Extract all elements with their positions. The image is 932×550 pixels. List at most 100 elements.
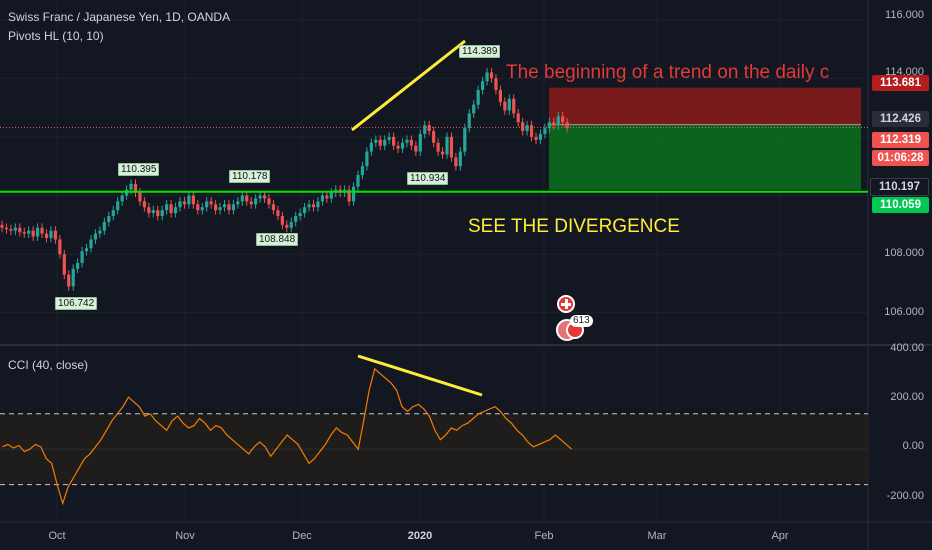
candle-body (49, 230, 53, 239)
cci-line (2, 367, 573, 506)
time-tick: Nov (175, 530, 195, 542)
time-tick: 2020 (407, 530, 433, 542)
candle-body (543, 128, 547, 134)
candle-body (507, 98, 511, 111)
time-tick: Oct (48, 530, 66, 542)
candle-body (249, 201, 253, 205)
candle-body (227, 204, 231, 211)
candle-body (214, 204, 218, 211)
entry-price-badge: 112.426 (872, 111, 929, 127)
event-plus-icon[interactable] (557, 295, 575, 313)
candle-body (449, 136, 454, 158)
candle-body (369, 142, 373, 152)
candle-body (173, 207, 178, 214)
candle-body (116, 201, 120, 211)
candle-body (325, 195, 329, 199)
candle-body (467, 113, 471, 129)
candle-body (440, 151, 445, 155)
symbol-title: Swiss Franc / Japanese Yen, 1D, OANDA (8, 10, 231, 24)
candle-body (245, 195, 249, 202)
candle-body (280, 216, 284, 225)
candle-body (218, 207, 222, 211)
indicator-pivots-label[interactable]: Pivots HL (10, 10) (8, 29, 104, 43)
candle-body (351, 186, 356, 202)
candle-body (27, 230, 31, 234)
time-tick: Apr (771, 530, 789, 542)
candle-body (316, 201, 320, 208)
candle-body (67, 274, 71, 287)
target-price-badge: 113.681 (872, 75, 929, 91)
candle-body (400, 142, 405, 149)
candle-body (365, 151, 369, 167)
candle-body (129, 183, 133, 190)
candle-body (151, 210, 155, 214)
candle-body (418, 133, 422, 152)
candle-body (512, 98, 516, 114)
candle-body (521, 122, 525, 132)
candle-body (142, 201, 146, 208)
price-trendline (351, 39, 466, 132)
candle-body (454, 157, 458, 167)
candle-body (360, 166, 365, 175)
price-candles (0, 68, 569, 291)
candle-body (44, 233, 49, 239)
candle-body (503, 101, 507, 111)
trend-note[interactable]: The beginning of a trend on the daily c (506, 62, 830, 83)
pivot-label: 114.389 (459, 45, 501, 58)
candle-body (347, 189, 351, 202)
candle-body (414, 145, 418, 152)
candle-body (102, 221, 106, 231)
candle-body (432, 131, 436, 143)
cci-trendline (357, 354, 483, 397)
candle-body (285, 224, 289, 228)
candle-body (552, 122, 556, 126)
pivot-label: 110.395 (118, 163, 160, 176)
candle-body (276, 210, 280, 217)
candle-body (307, 204, 311, 208)
candle-body (222, 204, 227, 208)
price-tick: 108.000 (884, 247, 924, 259)
candle-body (534, 136, 538, 140)
last-price-badge: 112.319 (872, 132, 929, 148)
candle-body (107, 216, 111, 222)
candle-body (182, 201, 187, 205)
candle-body (0, 224, 4, 228)
countdown-badge: 01:06:28 (872, 150, 929, 166)
candle-body (489, 72, 494, 79)
candle-body (271, 204, 276, 211)
candle-body (485, 72, 489, 82)
candle-body (205, 201, 209, 208)
divergence-note[interactable]: SEE THE DIVERGENCE (468, 216, 680, 237)
candle-body (405, 139, 409, 143)
indicator-cci-label[interactable]: CCI (40, close) (8, 358, 89, 372)
candle-body (547, 122, 551, 129)
candle-body (31, 230, 35, 237)
candle-body (409, 139, 413, 146)
cci-tick: 200.00 (890, 391, 924, 403)
candle-body (556, 116, 560, 126)
candle-body (4, 227, 9, 230)
candle-body (294, 216, 298, 222)
support-price-badge: 110.059 (872, 197, 929, 213)
candle-body (200, 207, 204, 211)
candle-body (191, 195, 195, 205)
stop-price-badge: 110.197 (870, 178, 929, 196)
cci-tick: 0.00 (902, 440, 924, 452)
candle-body (254, 198, 258, 205)
cci-plot (0, 354, 868, 506)
candle-body (98, 230, 102, 234)
candle-body (76, 262, 80, 269)
candle-body (481, 81, 485, 90)
candle-body (303, 207, 307, 214)
candle-body (62, 254, 66, 275)
candle-body (160, 210, 164, 217)
candle-body (516, 113, 520, 123)
candle-body (231, 204, 235, 211)
candle-body (463, 128, 467, 152)
candle-body (120, 195, 124, 202)
candle-body (423, 125, 427, 134)
candle-body (472, 104, 476, 114)
candle-body (22, 232, 26, 234)
candle-body (209, 201, 213, 205)
